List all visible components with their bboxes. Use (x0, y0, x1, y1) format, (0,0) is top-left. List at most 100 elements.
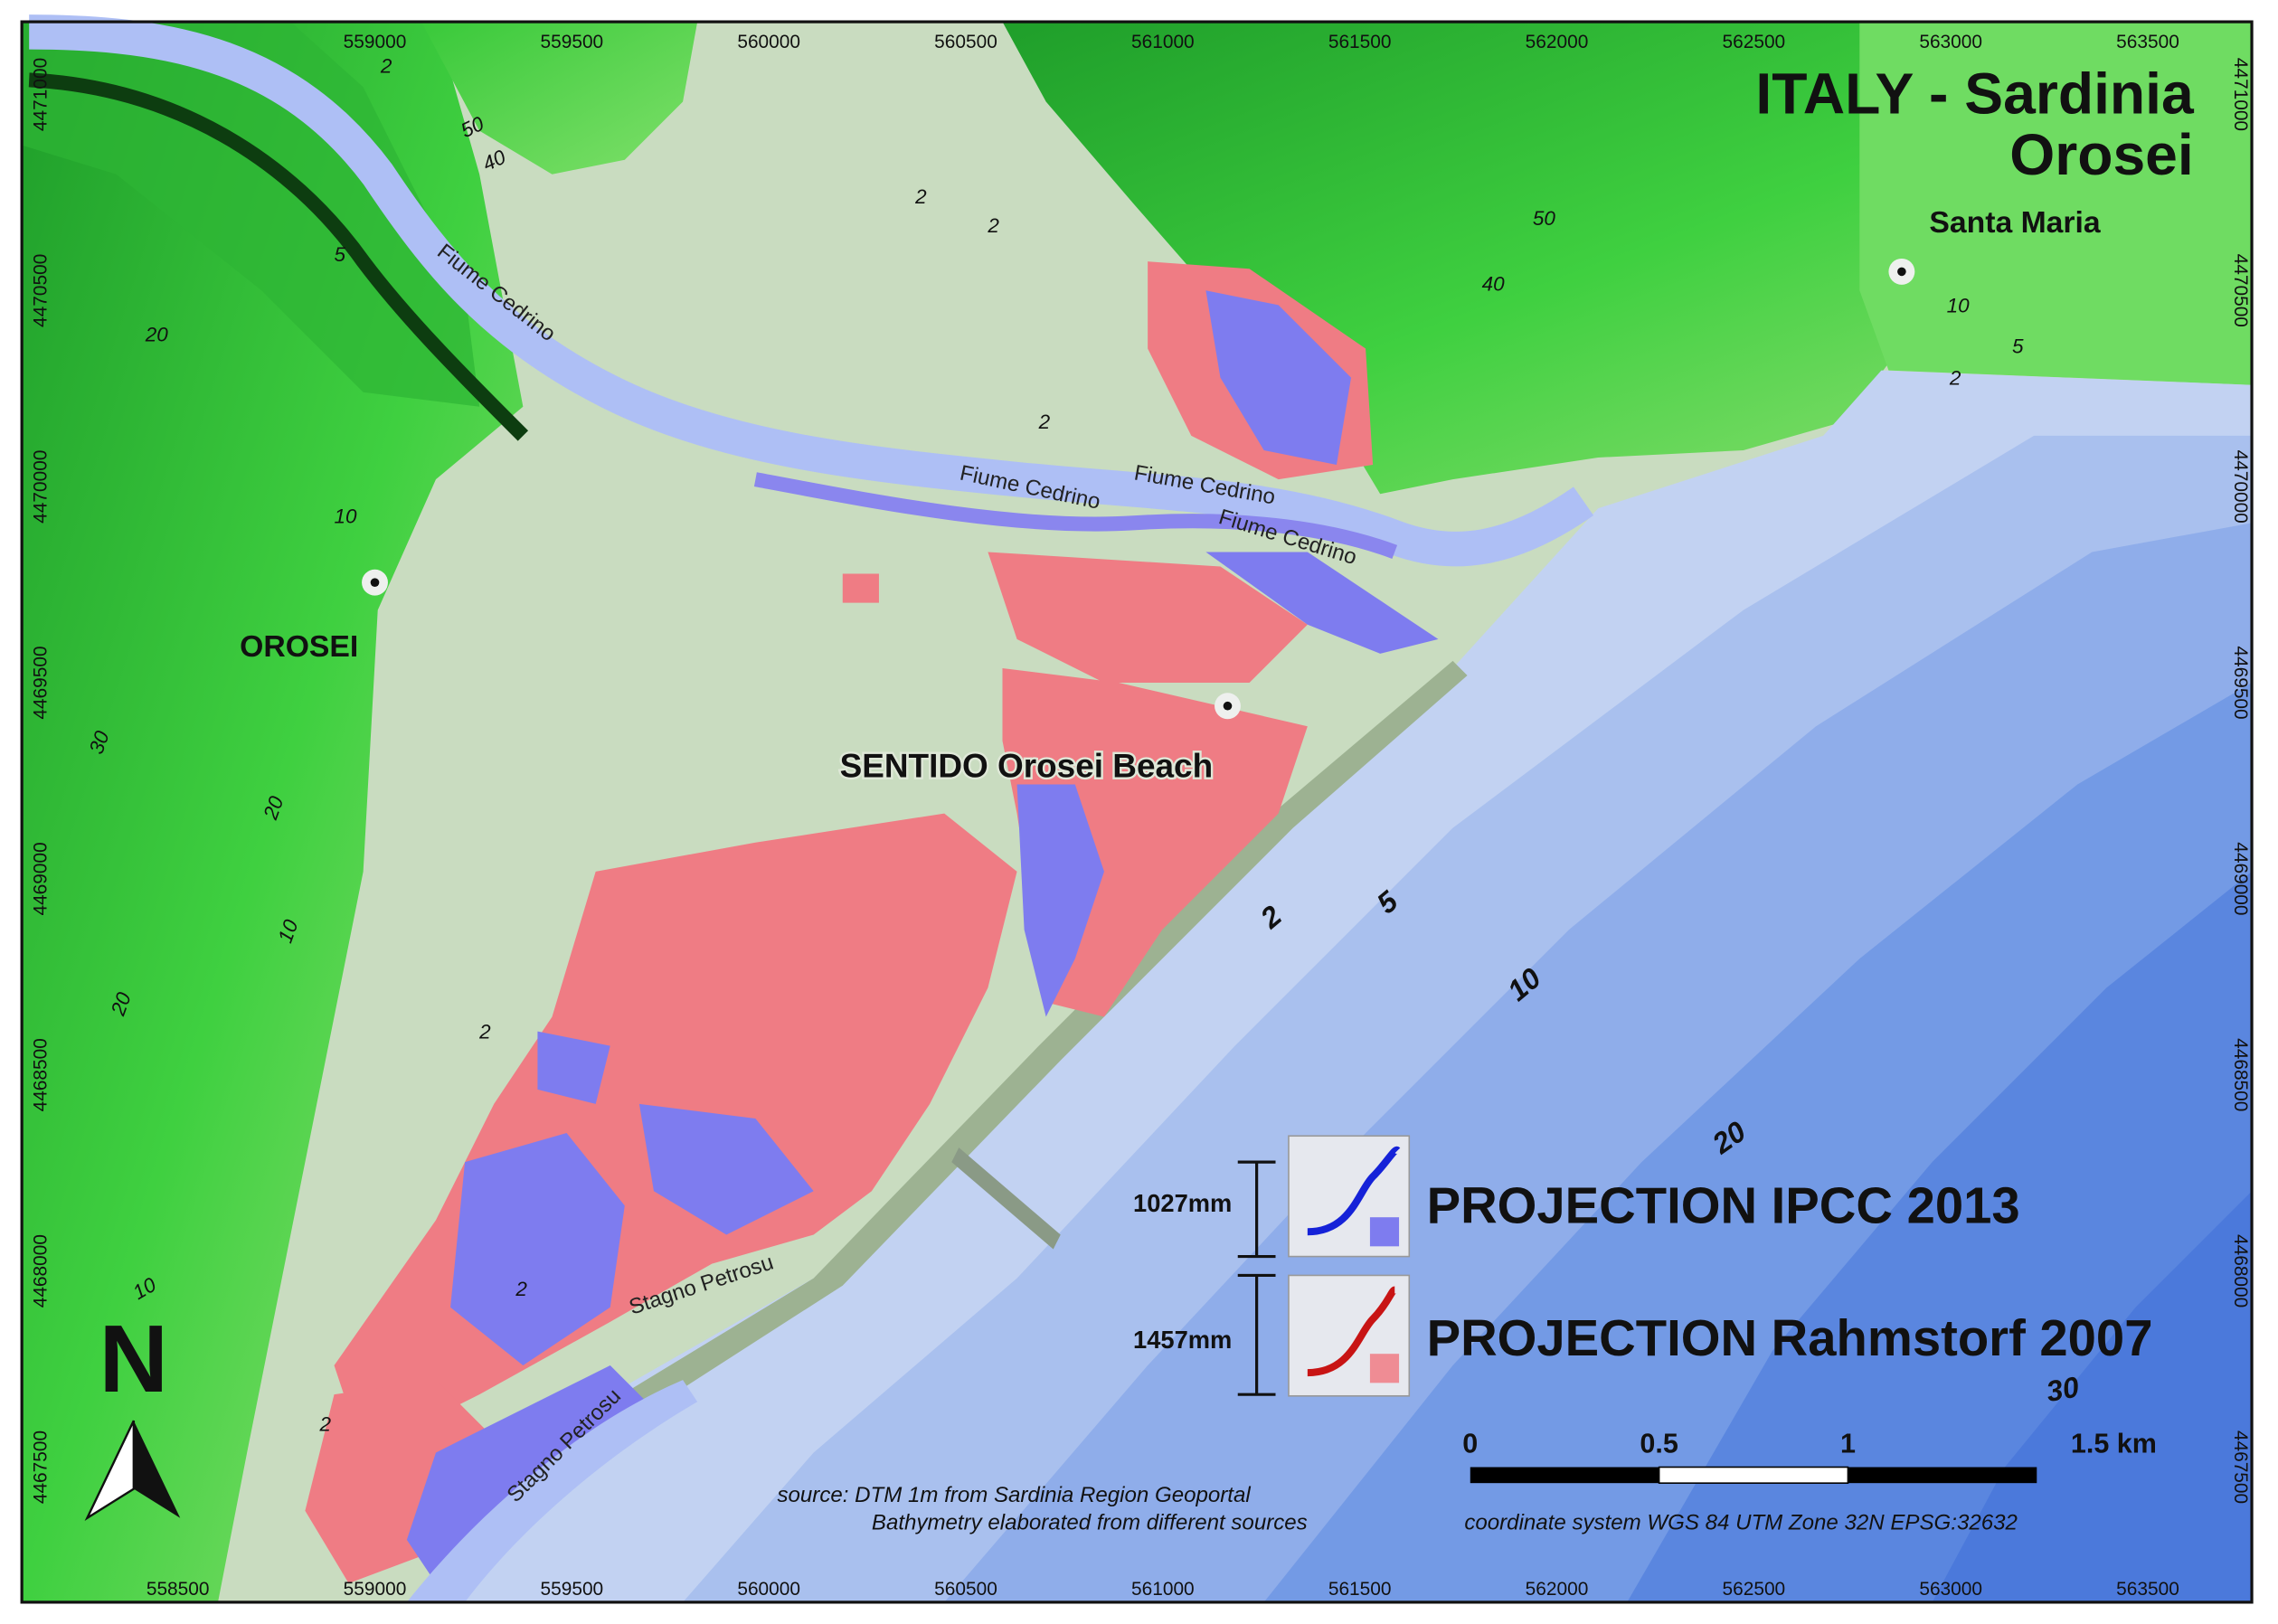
contour-label: 2 (515, 1278, 527, 1300)
contour-label: 50 (1533, 207, 1556, 230)
place-label: Santa Maria (1929, 205, 2101, 240)
contour-label: 2 (318, 1412, 331, 1435)
legend-curve (1307, 1146, 1401, 1236)
scale-label: 1.5 km (2071, 1428, 2157, 1459)
y-coord-left: 4470000 (30, 450, 51, 524)
x-coord-top: 561000 (1131, 32, 1195, 52)
contour-label: 2 (1949, 367, 1961, 390)
contour-label: 5 (2012, 335, 2024, 357)
y-coord-right: 4469500 (2230, 646, 2251, 719)
contour-label: 10 (1947, 294, 1971, 316)
y-coord-left: 4469000 (30, 842, 51, 915)
map-body (20, 14, 2254, 1604)
hills-north (421, 22, 698, 175)
x-coord-top: 562500 (1723, 32, 1786, 52)
legend-swatch (1369, 1217, 1400, 1247)
flood-area (1205, 552, 1439, 654)
x-coord-top: 560000 (737, 32, 800, 52)
x-coord-bottom: 560500 (934, 1579, 997, 1600)
flood-area (406, 1365, 654, 1584)
flood-ipcc (406, 290, 1439, 1584)
flood-area (537, 1031, 610, 1104)
legend-swatch (1369, 1354, 1400, 1383)
contour-label: 5 (335, 243, 346, 266)
map-subtitle: Orosei (2009, 122, 2194, 187)
pier (951, 1147, 1061, 1250)
sea-30 (1932, 1191, 2253, 1602)
map-frame (20, 20, 2254, 1604)
y-coord-right: 4471000 (2230, 58, 2251, 131)
x-coord-top: 562000 (1526, 32, 1589, 52)
x-coord-bottom: 559500 (541, 1579, 604, 1600)
y-coord-left: 4468500 (30, 1038, 51, 1111)
place-marker-dot (1223, 701, 1233, 711)
contour-label: 2 (1038, 411, 1051, 433)
x-coord-top: 560500 (934, 32, 997, 52)
legend-label: PROJECTION IPCC 2013 (1427, 1177, 2020, 1234)
scale-label: 1 (1840, 1428, 1856, 1459)
legend-label: PROJECTION Rahmstorf 2007 (1427, 1309, 2153, 1366)
contour-label: 10 (335, 505, 358, 527)
stagno-petrosu (406, 1380, 698, 1602)
x-coord-bottom: 558500 (147, 1579, 210, 1600)
legend-amount: 1027mm (1133, 1189, 1232, 1217)
x-coord-top: 559000 (344, 32, 407, 52)
flood-area (450, 1133, 625, 1366)
scale-label: 0 (1462, 1428, 1478, 1459)
x-coord-bottom: 562000 (1526, 1579, 1589, 1600)
x-coord-top: 563500 (2116, 32, 2179, 52)
contour-label: 2 (987, 214, 999, 237)
place-marker-dot (370, 578, 380, 588)
crs-label: coordinate system WGS 84 UTM Zone 32N EP… (1464, 1511, 2018, 1535)
scale-segment (1470, 1467, 1659, 1484)
x-coord-bottom: 563500 (2116, 1579, 2179, 1600)
x-coord-top: 559500 (541, 32, 604, 52)
ridge-shadow (28, 72, 529, 441)
scale-segment (1848, 1467, 2037, 1484)
river (29, 14, 1594, 567)
y-coord-right: 4468000 (2230, 1234, 2251, 1308)
y-coord-right: 4468500 (2230, 1038, 2251, 1111)
legend (1237, 1135, 1411, 1397)
source-line: Bathymetry elaborated from different sou… (872, 1511, 1308, 1535)
scale-bar (1470, 1466, 2037, 1484)
place-label: OROSEI (240, 629, 358, 664)
flood-area (1205, 290, 1352, 466)
river-flood-band (753, 472, 1398, 559)
x-coord-bottom: 559000 (344, 1579, 407, 1600)
y-coord-left: 4471000 (30, 58, 51, 131)
x-coord-top: 561500 (1328, 32, 1392, 52)
contour-label: 2 (380, 54, 392, 77)
x-coord-bottom: 561500 (1328, 1579, 1392, 1600)
north-label: N (99, 1306, 169, 1412)
sandbar (421, 660, 1468, 1602)
hills-west-ridge (22, 22, 480, 407)
place-label: SENTIDO Orosei Beach (840, 747, 1214, 784)
contour-label: 40 (1482, 272, 1506, 295)
flood-area (842, 573, 879, 603)
y-coord-left: 4469500 (30, 646, 51, 719)
place-markers (362, 258, 1915, 720)
y-coord-right: 4467500 (2230, 1430, 2251, 1504)
contour-label: 20 (145, 324, 169, 346)
legend-bracket (1237, 1160, 1276, 1396)
x-coord-bottom: 562500 (1723, 1579, 1786, 1600)
y-coord-right: 4469000 (2230, 842, 2251, 915)
map-title: ITALY - Sardinia (1755, 61, 2195, 126)
legend-amount: 1457mm (1133, 1326, 1232, 1354)
x-coord-bottom: 563000 (1919, 1579, 1982, 1600)
y-coord-left: 4470500 (30, 254, 51, 327)
x-coord-bottom: 561000 (1131, 1579, 1195, 1600)
x-coord-top: 563000 (1919, 32, 1982, 52)
flood-area (1016, 784, 1104, 1017)
x-coord-bottom: 560000 (737, 1579, 800, 1600)
hills-west (22, 22, 524, 1602)
flood-area (988, 552, 1308, 684)
place-marker-dot (1897, 267, 1906, 277)
legend-curve (1307, 1286, 1397, 1377)
y-coord-right: 4470000 (2230, 450, 2251, 524)
scale-segment (1658, 1466, 1849, 1484)
y-coord-left: 4468000 (30, 1234, 51, 1308)
